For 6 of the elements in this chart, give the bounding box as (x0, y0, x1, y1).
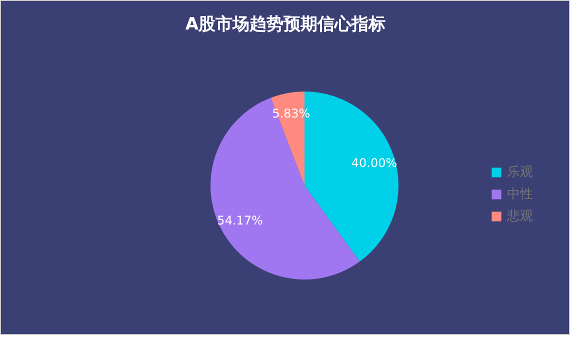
chart-title: A股市场趋势预期信心指标 (185, 14, 386, 34)
data-label: 40.00% (351, 156, 398, 170)
data-label: 54.17% (217, 213, 263, 228)
legend-label: 中性 (507, 186, 533, 203)
legend-label: 悲观 (507, 208, 533, 225)
legend-label: 乐观 (507, 164, 533, 181)
